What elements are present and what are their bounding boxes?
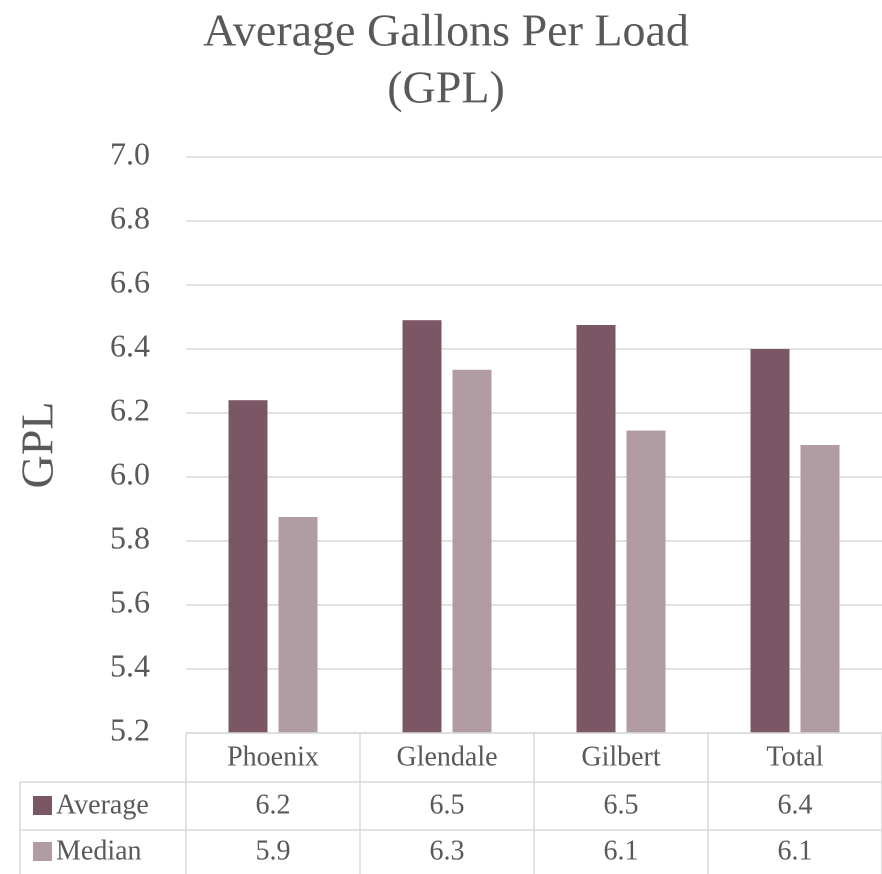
bar [402,320,442,733]
bar [452,369,492,733]
table-value: 6.5 [604,789,639,820]
table-value: 6.2 [256,789,291,820]
y-tick-label: 5.6 [110,583,150,619]
legend-key [33,796,52,815]
x-tick-label: Gilbert [581,741,661,772]
bar [576,325,616,733]
y-tick-label: 6.0 [110,455,150,491]
x-tick-label: Total [766,741,823,772]
table-value: 6.1 [604,835,639,866]
bar [750,349,790,733]
table-value: 6.4 [778,789,813,820]
table-value: 6.5 [430,789,465,820]
table-value: 5.9 [256,835,291,866]
x-tick-label: Glendale [396,741,497,772]
bar [278,517,318,733]
chart-title: Average Gallons Per Load [203,5,689,56]
y-tick-label: 6.6 [110,263,150,299]
y-tick-label: 6.4 [110,327,150,363]
table-value: 6.3 [430,835,465,866]
y-tick-label: 5.2 [110,711,150,747]
bar [626,430,666,733]
y-tick-label: 7.0 [110,135,150,171]
y-tick-label: 6.8 [110,199,150,235]
y-tick-label: 5.8 [110,519,150,555]
legend-label: Median [56,835,142,866]
legend-key [33,842,52,861]
legend-label: Average [56,789,149,820]
x-tick-label: Phoenix [227,741,319,772]
y-tick-label: 6.2 [110,391,150,427]
bar [228,400,268,733]
table-value: 6.1 [778,835,813,866]
y-axis-label: GPL [12,402,63,489]
chart-title: (GPL) [387,62,505,113]
bar [800,445,840,733]
y-tick-label: 5.4 [110,647,150,683]
